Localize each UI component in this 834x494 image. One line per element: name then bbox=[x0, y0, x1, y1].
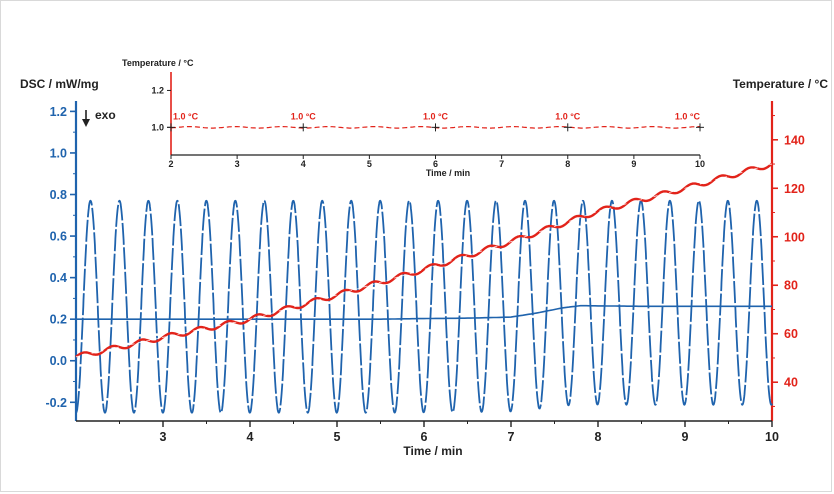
dsc-average-series bbox=[76, 304, 772, 320]
inset-x-axis-title: Time / min bbox=[426, 168, 470, 178]
inset-amplitude-label: 1.0 °C bbox=[291, 111, 317, 121]
inset-x-tick-label: 10 bbox=[695, 159, 705, 169]
temperature-underlying-rate bbox=[75, 163, 773, 358]
left-tick-label: 0.4 bbox=[50, 271, 67, 285]
left-tick-label: 1.0 bbox=[50, 146, 67, 160]
inset-x-tick-label: 5 bbox=[367, 159, 372, 169]
x-tick-label: 4 bbox=[247, 430, 254, 444]
inset-x-tick-label: 6 bbox=[433, 159, 438, 169]
x-tick-label: 3 bbox=[160, 430, 167, 444]
x-tick-label: 6 bbox=[421, 430, 428, 444]
exo-label: exo bbox=[95, 108, 116, 122]
inset-title: Temperature / °C bbox=[122, 58, 194, 68]
inset-x-tick-label: 2 bbox=[168, 159, 173, 169]
inset-amplitude-label: 1.0 °C bbox=[173, 111, 199, 121]
left-tick-label: 1.2 bbox=[50, 105, 67, 119]
right-axis-title: Temperature / °C bbox=[733, 77, 829, 91]
inset-amplitude-label: 1.0 °C bbox=[423, 111, 449, 121]
x-tick-label: 8 bbox=[595, 430, 602, 444]
right-tick-label: 60 bbox=[784, 327, 798, 341]
right-tick-label: 140 bbox=[784, 133, 805, 147]
right-tick-label: 100 bbox=[784, 230, 805, 244]
x-tick-label: 9 bbox=[682, 430, 689, 444]
right-tick-label: 120 bbox=[784, 182, 805, 196]
left-tick-label: -0.2 bbox=[45, 396, 67, 410]
inset-x-tick-label: 7 bbox=[499, 159, 504, 169]
inset-y-tick-label: 1.2 bbox=[151, 85, 164, 95]
inset-amplitude-label: 1.0 °C bbox=[555, 111, 581, 121]
inset-x-tick-label: 9 bbox=[631, 159, 636, 169]
x-axis-title: Time / min bbox=[403, 444, 462, 458]
dsc-modulated-series bbox=[75, 199, 773, 414]
main-plot: -0.2 0.0 0.2 0.4 0.6 0.8 1.0 1.2 40 60 80 100 120 140… bbox=[45, 101, 805, 444]
left-tick-label: 0.0 bbox=[50, 354, 67, 368]
inset-plot: 1.0 1.2 2 3 4 5 6 7 8 9 10 1.0 °C 1.0 °C 1.0 °C 1.0 °C… bbox=[151, 72, 705, 169]
inset-amplitude-label: 1.0 °C bbox=[675, 111, 701, 121]
right-tick-label: 80 bbox=[784, 279, 798, 293]
x-tick-label: 5 bbox=[334, 430, 341, 444]
temperature-series bbox=[75, 162, 773, 358]
inset-x-tick-label: 3 bbox=[235, 159, 240, 169]
inset-y-tick-label: 1.0 bbox=[151, 122, 164, 132]
x-tick-label: 7 bbox=[508, 430, 515, 444]
left-tick-label: 0.2 bbox=[50, 313, 67, 327]
left-axis-title: DSC / mW/mg bbox=[20, 77, 99, 91]
x-tick-label: 10 bbox=[765, 430, 779, 444]
left-tick-label: 0.8 bbox=[50, 188, 67, 202]
inset-x-tick-label: 4 bbox=[301, 159, 306, 169]
exo-arrow-icon bbox=[82, 110, 90, 127]
inset-x-tick-label: 8 bbox=[565, 159, 570, 169]
left-tick-label: 0.6 bbox=[50, 230, 67, 244]
right-tick-label: 40 bbox=[784, 376, 798, 390]
